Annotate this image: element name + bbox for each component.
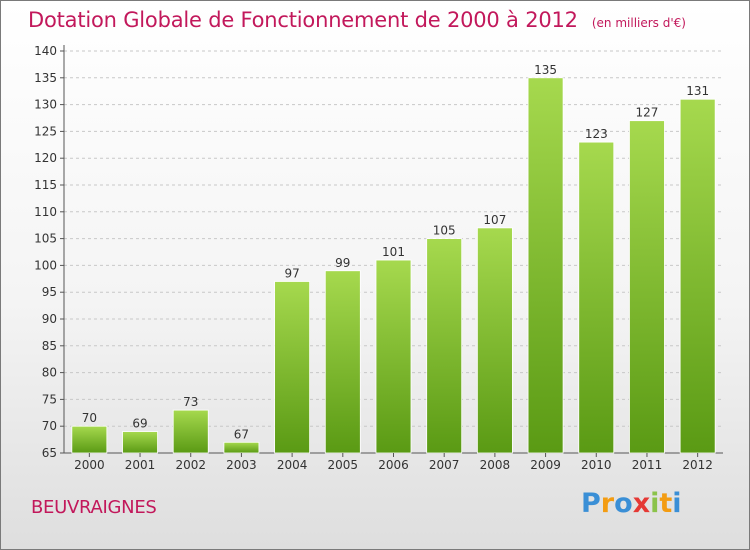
y-tick-label: 85 (42, 339, 57, 353)
bar (679, 98, 716, 454)
y-tick-label: 75 (42, 392, 57, 406)
proxiti-logo: Proxiti (581, 488, 682, 519)
bar (71, 425, 108, 454)
data-label: 69 (132, 417, 147, 431)
logo-letter: t (659, 488, 673, 519)
data-label: 127 (636, 106, 659, 120)
y-tick-label: 65 (42, 446, 57, 460)
bar (274, 281, 311, 454)
x-tick-label: 2011 (632, 458, 663, 472)
data-label: 105 (433, 224, 456, 238)
data-label: 123 (585, 127, 608, 141)
bar (629, 120, 665, 454)
data-label: 107 (483, 213, 506, 227)
y-tick-label: 135 (34, 71, 57, 85)
bar (426, 238, 463, 454)
x-tick-label: 2004 (277, 458, 308, 472)
bar (122, 431, 158, 454)
y-tick-label: 80 (42, 366, 57, 380)
logo-letter: i (672, 488, 682, 519)
bar (476, 227, 513, 454)
bar (223, 441, 260, 454)
logo-letter: r (600, 488, 615, 519)
x-tick-label: 2008 (480, 458, 511, 472)
x-tick-label: 2001 (125, 458, 156, 472)
data-label: 131 (686, 84, 709, 98)
x-tick-label: 2003 (226, 458, 257, 472)
x-tick-label: 2006 (378, 458, 409, 472)
data-label: 101 (382, 245, 405, 259)
chart-title: Dotation Globale de Fonctionnement de 20… (28, 8, 686, 32)
bar (324, 270, 361, 454)
x-tick-label: 2009 (530, 458, 561, 472)
y-tick-label: 95 (42, 285, 57, 299)
logo-letter: o (614, 488, 633, 519)
data-label: 70 (82, 411, 97, 425)
chart-title-text: Dotation Globale de Fonctionnement de 20… (28, 8, 578, 32)
y-tick-label: 120 (34, 151, 57, 165)
x-tick-label: 2005 (328, 458, 359, 472)
y-tick-label: 70 (42, 419, 57, 433)
y-tick-label: 100 (34, 258, 57, 272)
data-label: 67 (234, 427, 249, 441)
x-tick-label: 2012 (682, 458, 713, 472)
y-tick-label: 90 (42, 312, 57, 326)
commune-name: BEUVRAIGNES (31, 497, 157, 518)
x-tick-label: 2002 (175, 458, 206, 472)
y-tick-label: 105 (34, 232, 57, 246)
x-tick-label: 2007 (429, 458, 460, 472)
data-label: 99 (335, 256, 350, 270)
bar (172, 409, 209, 454)
bar (375, 259, 412, 454)
y-tick-label: 115 (34, 178, 57, 192)
y-tick-label: 140 (34, 44, 57, 58)
logo-letter: i (650, 488, 660, 519)
chart-subtitle: (en milliers d'€) (591, 16, 686, 30)
bar (578, 141, 615, 454)
logo-letter: x (632, 488, 651, 519)
y-tick-label: 130 (34, 98, 57, 112)
x-tick-label: 2010 (581, 458, 612, 472)
data-label: 73 (183, 395, 198, 409)
data-label: 135 (534, 63, 557, 77)
bar (527, 77, 564, 454)
y-tick-label: 110 (34, 205, 57, 219)
data-label: 97 (284, 266, 299, 280)
logo-letter: P (581, 488, 601, 519)
y-tick-label: 125 (34, 124, 57, 138)
x-tick-label: 2000 (74, 458, 105, 472)
